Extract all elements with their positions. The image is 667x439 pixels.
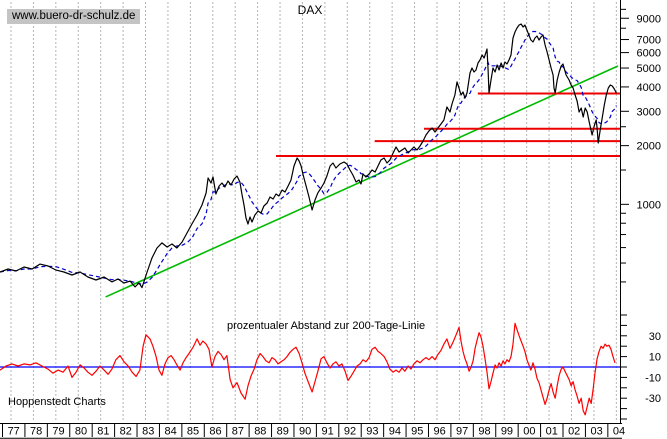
price-tick-label: 3000: [637, 106, 661, 118]
oscillator-line: [0, 322, 616, 416]
price-tick-label: 6000: [637, 48, 661, 60]
source-label: Hoppenstedt Charts: [8, 396, 106, 408]
indicator-label: prozentualer Abstand zur 200-Tage-Linie: [227, 320, 426, 332]
year-label: 03: [590, 426, 602, 438]
price-tick-label: 1000: [637, 199, 661, 211]
year-label: 02: [568, 426, 580, 438]
year-label: 78: [30, 426, 42, 438]
oscillator-tick-label: 10: [649, 352, 661, 364]
year-label: 95: [411, 426, 423, 438]
year-label: 82: [120, 426, 132, 438]
year-label: 92: [344, 426, 356, 438]
year-label: 86: [209, 426, 221, 438]
year-label: 83: [142, 426, 154, 438]
year-label: 88: [254, 426, 266, 438]
year-label: 81: [97, 426, 109, 438]
year-label: 77: [8, 426, 20, 438]
year-label: 91: [321, 426, 333, 438]
year-label: 79: [52, 426, 64, 438]
year-label: 97: [456, 426, 468, 438]
oscillator-tick-label: 30: [649, 331, 661, 343]
chart-title: DAX: [297, 3, 323, 17]
price-tick-label: 4000: [637, 82, 661, 94]
year-label: 93: [366, 426, 378, 438]
price-tick-label: 9000: [637, 13, 661, 25]
price-tick-label: 7000: [637, 35, 661, 47]
year-label: 00: [523, 426, 535, 438]
year-label: 80: [75, 426, 87, 438]
oscillator-tick-label: -10: [645, 372, 661, 384]
year-label: 04: [613, 426, 625, 438]
year-label: 94: [389, 426, 401, 438]
year-label: 89: [277, 426, 289, 438]
price-line: [0, 23, 617, 289]
year-label: 87: [232, 426, 244, 438]
year-label: 99: [501, 426, 513, 438]
year-label: 85: [187, 426, 199, 438]
watermark-badge: www.buero-dr-schulz.de: [7, 9, 141, 24]
year-label: 98: [478, 426, 490, 438]
year-label: 90: [299, 426, 311, 438]
year-label: 01: [546, 426, 558, 438]
oscillator-tick-label: -30: [645, 393, 661, 405]
price-tick-label: 5000: [637, 63, 661, 75]
year-label: 84: [165, 426, 177, 438]
year-label: 96: [434, 426, 446, 438]
ma-200-line: [0, 30, 617, 285]
price-tick-label: 2000: [637, 141, 661, 153]
